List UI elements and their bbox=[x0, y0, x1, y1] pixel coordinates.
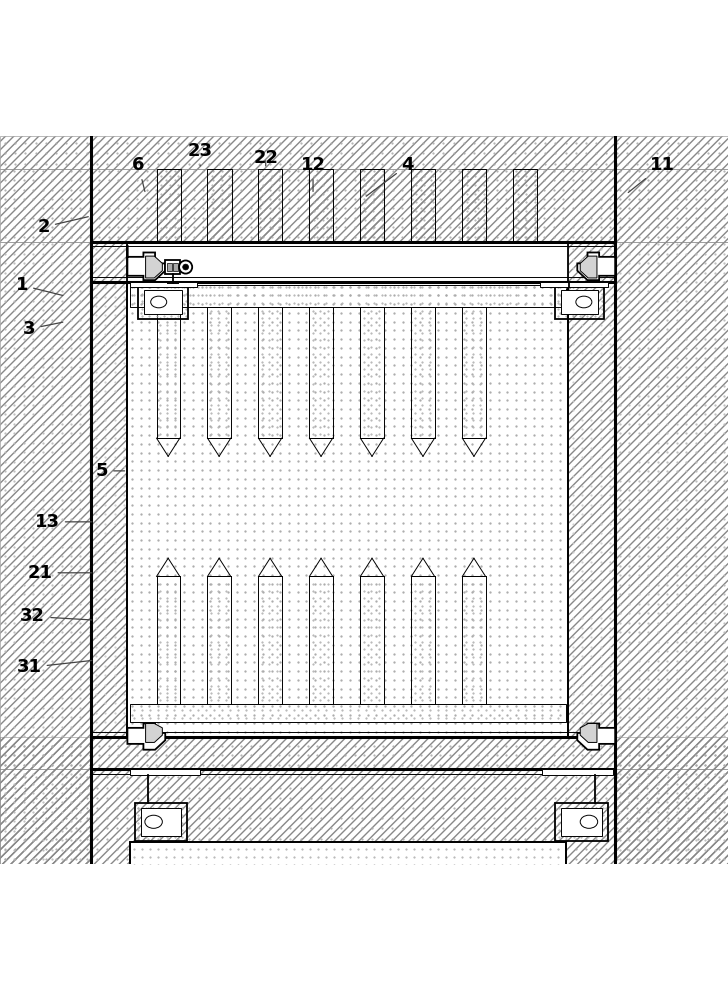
Text: 1: 1 bbox=[15, 276, 63, 295]
Polygon shape bbox=[127, 723, 165, 750]
Bar bbox=[542, 769, 613, 775]
Bar bbox=[207, 307, 231, 438]
Bar bbox=[555, 803, 608, 841]
Polygon shape bbox=[146, 723, 162, 742]
Circle shape bbox=[179, 260, 192, 274]
Bar bbox=[258, 169, 282, 242]
Text: 4: 4 bbox=[366, 156, 414, 196]
Bar bbox=[207, 576, 231, 704]
Bar bbox=[462, 169, 486, 242]
Bar bbox=[173, 263, 178, 271]
Text: 22: 22 bbox=[253, 149, 278, 167]
Polygon shape bbox=[577, 245, 615, 280]
Text: 6: 6 bbox=[132, 156, 145, 192]
Polygon shape bbox=[580, 256, 597, 278]
Bar bbox=[360, 576, 384, 704]
Bar bbox=[258, 307, 282, 438]
Bar bbox=[462, 307, 486, 438]
Bar bbox=[555, 285, 604, 319]
Text: 5: 5 bbox=[95, 462, 124, 480]
Polygon shape bbox=[146, 256, 162, 278]
Ellipse shape bbox=[576, 296, 592, 308]
Text: 12: 12 bbox=[301, 156, 325, 191]
Bar bbox=[568, 242, 615, 737]
Bar bbox=[360, 169, 384, 242]
Text: 11: 11 bbox=[628, 156, 675, 193]
Text: 32: 32 bbox=[20, 607, 92, 625]
Bar bbox=[91, 242, 127, 737]
Ellipse shape bbox=[145, 815, 162, 828]
Bar bbox=[411, 169, 435, 242]
Bar bbox=[411, 307, 435, 438]
Ellipse shape bbox=[580, 815, 598, 828]
Bar bbox=[135, 803, 187, 841]
Bar bbox=[130, 769, 200, 775]
Bar bbox=[207, 169, 232, 242]
Bar bbox=[615, 242, 728, 864]
Bar bbox=[540, 282, 608, 287]
Bar bbox=[130, 282, 197, 287]
Polygon shape bbox=[127, 245, 165, 280]
Bar bbox=[130, 285, 566, 307]
Bar bbox=[157, 576, 180, 704]
Bar bbox=[411, 169, 435, 242]
Polygon shape bbox=[577, 723, 615, 750]
Text: 2: 2 bbox=[37, 217, 88, 236]
Bar bbox=[130, 842, 566, 877]
Text: 31: 31 bbox=[17, 658, 92, 676]
Bar bbox=[309, 169, 333, 242]
Bar bbox=[130, 842, 566, 877]
Bar bbox=[561, 290, 598, 314]
Bar bbox=[167, 263, 172, 271]
Bar bbox=[0, 242, 91, 864]
Bar bbox=[157, 169, 181, 242]
Bar bbox=[144, 290, 182, 314]
Bar bbox=[411, 576, 435, 704]
Bar bbox=[130, 704, 566, 722]
Bar bbox=[0, 136, 728, 169]
Bar bbox=[207, 169, 232, 242]
Bar bbox=[462, 169, 486, 242]
Text: 21: 21 bbox=[28, 564, 92, 582]
Bar bbox=[157, 169, 181, 242]
Bar bbox=[0, 169, 728, 242]
Bar bbox=[309, 576, 333, 704]
Bar bbox=[258, 169, 282, 242]
Bar bbox=[309, 169, 333, 242]
Bar bbox=[513, 169, 537, 242]
Bar bbox=[157, 307, 180, 438]
Bar bbox=[258, 576, 282, 704]
Bar bbox=[138, 285, 188, 319]
Bar bbox=[127, 282, 568, 737]
Bar bbox=[309, 307, 333, 438]
Bar bbox=[561, 808, 602, 836]
Text: 13: 13 bbox=[35, 513, 92, 531]
Bar bbox=[360, 169, 384, 242]
Polygon shape bbox=[580, 723, 597, 742]
Bar bbox=[360, 307, 384, 438]
Bar bbox=[165, 260, 180, 274]
Bar bbox=[0, 769, 728, 864]
Bar bbox=[0, 737, 728, 769]
Text: 23: 23 bbox=[188, 142, 213, 166]
Bar bbox=[513, 169, 537, 242]
Text: 3: 3 bbox=[23, 320, 63, 338]
Bar bbox=[462, 576, 486, 704]
Circle shape bbox=[183, 264, 189, 270]
Bar bbox=[141, 808, 181, 836]
Ellipse shape bbox=[151, 296, 167, 308]
